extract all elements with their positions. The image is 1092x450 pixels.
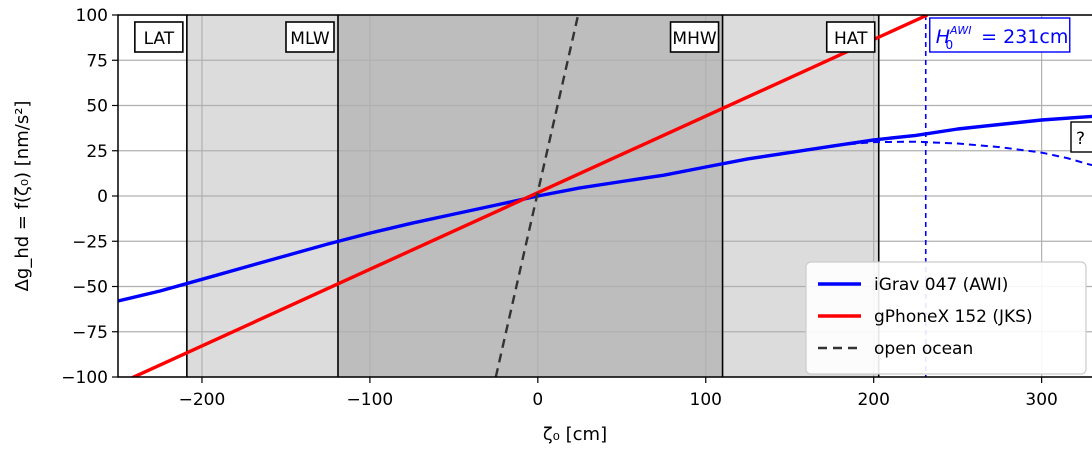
y-axis-label: Δg_hd = f(ζ₀) [nm/s²] <box>12 101 33 292</box>
h0-reference-label: HAWI 0 = 231cm <box>929 17 1071 53</box>
tide-label-box <box>285 21 335 53</box>
question-mark-text: ? <box>1076 129 1085 149</box>
h0-label-sub: 0 <box>945 38 953 52</box>
series-line <box>118 114 1092 303</box>
legend-label: open ocean <box>874 339 973 359</box>
x-tick-label: −100 <box>347 390 394 410</box>
x-tick-label: 300 <box>1025 390 1057 410</box>
h0-label-text: HAWI 0 = 231cm <box>936 24 1069 52</box>
x-tick-label: 200 <box>857 390 889 410</box>
legend-label: gPhoneX 152 (JKS) <box>874 307 1033 327</box>
tide-label-box <box>134 21 184 53</box>
series-line <box>494 15 580 377</box>
x-tick-label: 100 <box>690 390 722 410</box>
x-axis-label: ζ₀ [cm] <box>543 424 607 445</box>
y-tick-label: 0 <box>97 187 108 207</box>
y-tick-label: 75 <box>86 51 108 71</box>
h0-label-sup: AWI <box>949 24 971 37</box>
y-tick-label: −50 <box>72 278 108 298</box>
y-tick-label: −100 <box>61 368 108 388</box>
y-tick-label: 100 <box>76 6 108 26</box>
tide-label-box <box>825 21 876 53</box>
y-tick-label: −25 <box>72 232 108 252</box>
h0-label-box <box>929 17 1071 53</box>
tide-label-text: MHW <box>672 29 716 49</box>
tide-label-text: LAT <box>144 29 175 49</box>
question-box-rect <box>1070 121 1092 153</box>
series-line <box>789 140 1092 167</box>
h0-label-main: H <box>936 26 950 48</box>
tide-label-text: HAT <box>834 29 868 49</box>
axis-labels: ζ₀ [cm] Δg_hd = f(ζ₀) [nm/s²] <box>12 101 607 445</box>
tide-label-text: MLW <box>290 29 330 49</box>
tide-level-labels: LAT MLW MHW HAT <box>134 21 876 53</box>
y-tick-label: −75 <box>72 323 108 343</box>
tide-label-box <box>669 21 720 53</box>
legend-label: iGrav 047 (AWI) <box>874 275 1008 295</box>
x-tick-label: 0 <box>532 390 543 410</box>
question-mark-box: ? <box>1070 121 1092 153</box>
series-line <box>129 15 929 377</box>
legend: iGrav 047 (AWI) gPhoneX 152 (JKS) open oce… <box>805 261 1087 375</box>
data-series <box>118 15 1092 377</box>
axis-ticks: −200 −100 0 100 200 300 −100 −75 −50 −25 0 25 50 75 10… <box>61 6 1058 410</box>
y-tick-label: 50 <box>86 97 108 117</box>
x-tick-label: −200 <box>179 390 226 410</box>
y-tick-label: 25 <box>86 142 108 162</box>
legend-box <box>805 261 1087 375</box>
h0-label-value: = 231cm <box>975 26 1068 48</box>
